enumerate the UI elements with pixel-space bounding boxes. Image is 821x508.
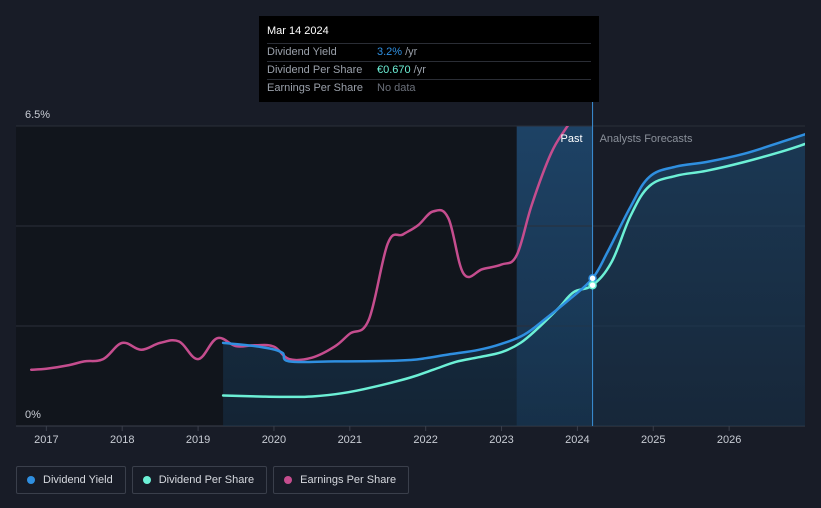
past-label: Past	[561, 133, 583, 145]
y-axis-bottom-label: 0%	[25, 409, 41, 421]
earnings-per-share-line	[29, 126, 570, 371]
x-tick-label: 2025	[641, 434, 665, 446]
tooltip-label: Dividend Per Share	[267, 64, 363, 76]
x-tick-label: 2022	[413, 434, 437, 446]
y-axis-top-label: 6.5%	[25, 109, 50, 121]
forecast-label: Analysts Forecasts	[600, 133, 693, 145]
legend-label: Dividend Yield	[43, 474, 113, 486]
x-tick-label: 2018	[110, 434, 134, 446]
tooltip-value: €0.670	[377, 64, 411, 76]
legend-label: Dividend Per Share	[158, 474, 255, 486]
tooltip-row-dividend-per-share: Dividend Per Share €0.670 /yr	[267, 62, 591, 80]
tooltip: Mar 14 2024 Dividend Yield 3.2% /yr Divi…	[259, 16, 599, 102]
x-tick-label: 2019	[186, 434, 210, 446]
dividend-yield-dot-icon	[27, 476, 35, 484]
tooltip-value: 3.2%	[377, 46, 403, 58]
tooltip-suffix: /yr	[405, 46, 418, 58]
x-axis: 2017 2018 2019 2020 2021 2022 2023 2024 2025 2026	[34, 426, 741, 446]
x-tick-label: 2023	[489, 434, 513, 446]
x-tick-label: 2020	[262, 434, 286, 446]
x-tick-label: 2026	[717, 434, 741, 446]
highlight-point	[588, 280, 597, 290]
legend: Dividend Yield Dividend Per Share Earnin…	[16, 466, 410, 494]
legend-item-earnings-per-share[interactable]: Earnings Per Share	[273, 466, 410, 494]
x-tick-label: 2021	[338, 434, 362, 446]
dividend-yield-line	[221, 133, 805, 364]
x-tick-label: 2024	[565, 434, 589, 446]
tooltip-value: No data	[377, 82, 416, 94]
tooltip-row-earnings-per-share: Earnings Per Share No data	[267, 80, 591, 97]
tooltip-date: Mar 14 2024	[267, 23, 591, 44]
dividend-per-share-line	[221, 142, 805, 399]
dividend-per-share-dot-icon	[142, 476, 151, 484]
dividend-yield-area	[223, 134, 805, 426]
legend-label: Earnings Per Share	[300, 474, 397, 486]
x-tick-label: 2017	[34, 434, 58, 446]
legend-item-dividend-yield[interactable]: Dividend Yield	[16, 466, 126, 494]
tooltip-label: Earnings Per Share	[267, 82, 363, 94]
legend-item-dividend-per-share[interactable]: Dividend Per Share	[131, 466, 268, 494]
earnings-per-share-dot-icon	[284, 476, 293, 484]
highlight-point	[588, 274, 597, 283]
tooltip-label: Dividend Yield	[267, 46, 337, 58]
tooltip-suffix: /yr	[413, 64, 426, 76]
tooltip-row-dividend-yield: Dividend Yield 3.2% /yr	[267, 44, 591, 62]
